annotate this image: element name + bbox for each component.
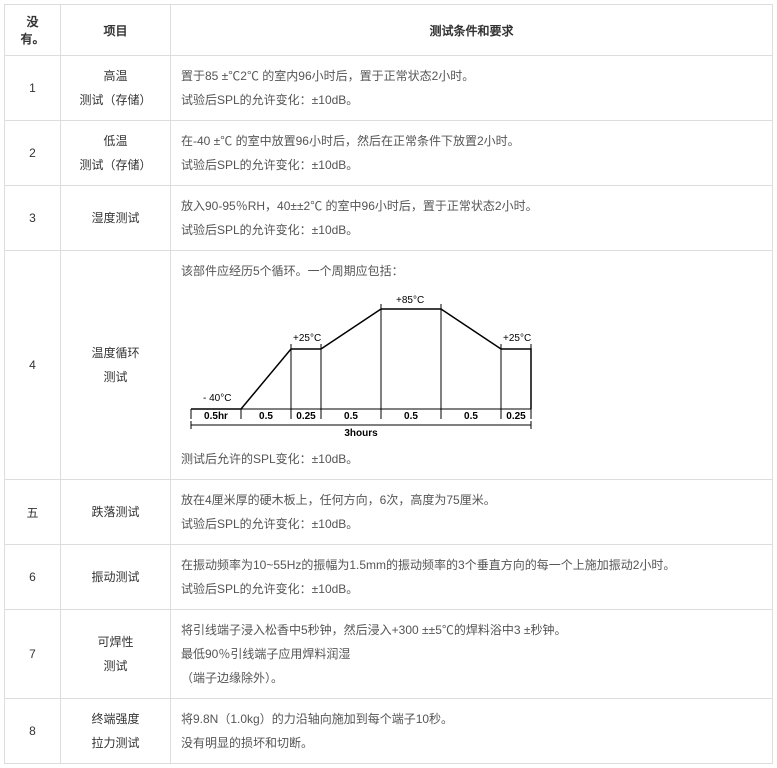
temperature-cycle-diagram: - 40°C +25°C +85°C +25°C 0.5hr 0.5 0.25 … (181, 289, 561, 439)
cell-item: 温度循环测试 (61, 251, 171, 480)
cell-item: 终端强度拉力测试 (61, 699, 171, 764)
label-d2: 0.5 (259, 411, 273, 422)
cell-item: 高温测试（存储） (61, 56, 171, 121)
cell-item: 湿度测试 (61, 186, 171, 251)
cell-item: 低温测试（存储） (61, 121, 171, 186)
table-header-row: 没有。 项目 测试条件和要求 (5, 5, 773, 56)
cell-no: 8 (5, 699, 61, 764)
table-row: 6 振动测试 在振动频率为10~55Hz的振幅为1.5mm的振动频率的3个垂直方… (5, 545, 773, 610)
label-d4: 0.5 (344, 411, 358, 422)
cell-no: 6 (5, 545, 61, 610)
cell-item: 跌落测试 (61, 480, 171, 545)
cell-no: 1 (5, 56, 61, 121)
cell-cond: 放入90-95％RH，40±±2℃ 的室中96小时后，置于正常状态2小时。试验后… (171, 186, 773, 251)
cell-cond-with-diagram: 该部件应经历5个循环。一个周期应包括： (171, 251, 773, 480)
label-d3: 0.25 (296, 411, 316, 422)
cell-cond: 将引线端子浸入松香中5秒钟，然后浸入+300 ±±5℃的焊料浴中3 ±秒钟。最低… (171, 610, 773, 699)
cycle-intro-text: 该部件应经历5个循环。一个周期应包括： (181, 259, 762, 283)
label-d6: 0.5 (464, 411, 478, 422)
cell-no: 7 (5, 610, 61, 699)
cell-cond: 置于85 ±℃2℃ 的室内96小时后，置于正常状态2小时。试验后SPL的允许变化… (171, 56, 773, 121)
label-d5: 0.5 (404, 411, 418, 422)
table-row: 7 可焊性测试 将引线端子浸入松香中5秒钟，然后浸入+300 ±±5℃的焊料浴中… (5, 610, 773, 699)
table-row: 五 跌落测试 放在4厘米厚的硬木板上，任何方向，6次，高度为75厘米。试验后SP… (5, 480, 773, 545)
cell-no: 五 (5, 480, 61, 545)
label-tm40: - 40°C (203, 393, 231, 404)
cell-no: 2 (5, 121, 61, 186)
table-row: 3 湿度测试 放入90-95％RH，40±±2℃ 的室中96小时后，置于正常状态… (5, 186, 773, 251)
cell-item: 振动测试 (61, 545, 171, 610)
cell-cond: 将9.8N（1.0kg）的力沿轴向施加到每个端子10秒。没有明显的损坏和切断。 (171, 699, 773, 764)
cell-no: 3 (5, 186, 61, 251)
header-item: 项目 (61, 5, 171, 56)
label-t25b: +25°C (503, 333, 531, 344)
cell-item: 可焊性测试 (61, 610, 171, 699)
label-d1: 0.5hr (204, 411, 228, 422)
cycle-bottom-text: 测试后允许的SPL变化：±10dB。 (181, 447, 762, 471)
cell-cond: 放在4厘米厚的硬木板上，任何方向，6次，高度为75厘米。试验后SPL的允许变化：… (171, 480, 773, 545)
cell-no: 4 (5, 251, 61, 480)
header-no: 没有。 (5, 5, 61, 56)
label-t85: +85°C (396, 295, 424, 306)
table-row: 8 终端强度拉力测试 将9.8N（1.0kg）的力沿轴向施加到每个端子10秒。没… (5, 699, 773, 764)
table-row: 4 温度循环测试 该部件应经历5个循环。一个周期应包括： (5, 251, 773, 480)
cell-cond: 在振动频率为10~55Hz的振幅为1.5mm的振动频率的3个垂直方向的每一个上施… (171, 545, 773, 610)
label-t25a: +25°C (293, 333, 321, 344)
test-conditions-table: 没有。 项目 测试条件和要求 1 高温测试（存储） 置于85 ±℃2℃ 的室内9… (4, 4, 773, 764)
label-d7: 0.25 (506, 411, 526, 422)
table-row: 2 低温测试（存储） 在-40 ±℃ 的室中放置96小时后，然后在正常条件下放置… (5, 121, 773, 186)
cell-cond: 在-40 ±℃ 的室中放置96小时后，然后在正常条件下放置2小时。试验后SPL的… (171, 121, 773, 186)
header-cond: 测试条件和要求 (171, 5, 773, 56)
table-row: 1 高温测试（存储） 置于85 ±℃2℃ 的室内96小时后，置于正常状态2小时。… (5, 56, 773, 121)
label-total: 3hours (344, 428, 378, 439)
